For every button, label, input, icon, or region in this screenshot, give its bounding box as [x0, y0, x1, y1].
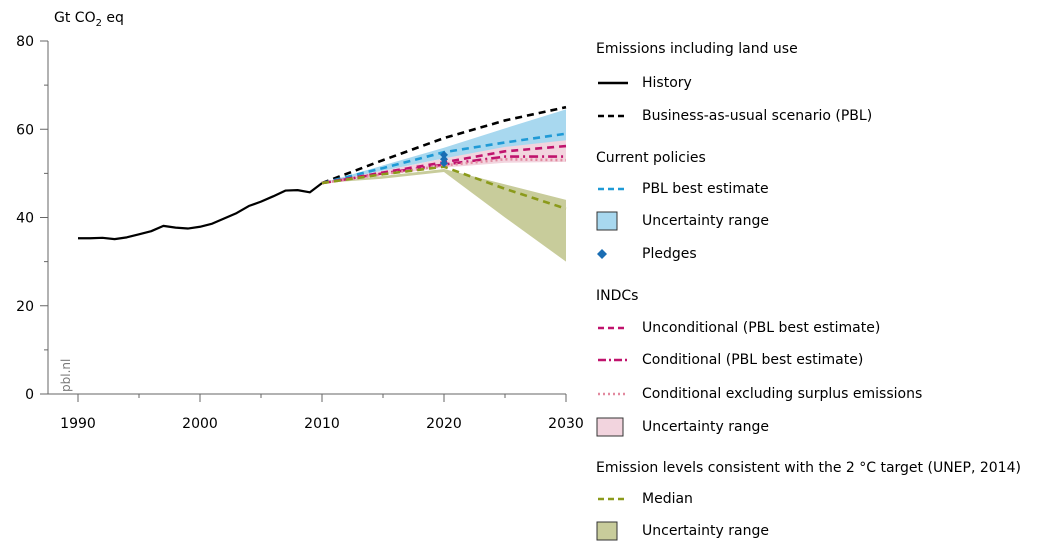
- x-tick-label-2000: 2000: [182, 416, 218, 432]
- target-median-swatch-icon: [596, 489, 630, 509]
- y-axis-title-sub: 2: [96, 18, 102, 29]
- legend-group-target-title: Emission levels consistent with the 2 °C…: [596, 460, 1021, 476]
- axes-layer: 0 20 40 60 80 1990 2000 2010 2020 2030: [16, 34, 584, 432]
- pledges-diamond-icon: [596, 244, 630, 264]
- y-tick-label-80: 80: [16, 34, 34, 50]
- pledge-point-1: [440, 150, 448, 159]
- watermark: pbl.nl: [59, 359, 73, 392]
- legend-label-indc-conditional: Conditional (PBL best estimate): [642, 352, 864, 368]
- y-tick-label-20: 20: [16, 299, 34, 315]
- series-history: [78, 182, 323, 241]
- legend: Emissions including land use History Bus…: [596, 0, 1049, 544]
- x-tick-label-1990: 1990: [60, 416, 96, 432]
- y-tick-label-40: 40: [16, 211, 34, 227]
- legend-group-emissions-title: Emissions including land use: [596, 41, 798, 57]
- pledge-point-3: [440, 159, 448, 168]
- legend-label-cp-best: PBL best estimate: [642, 181, 769, 197]
- cp-best-swatch-icon: [596, 179, 630, 199]
- indc-conditional-swatch-icon: [596, 350, 630, 370]
- legend-item-indc-unconditional: Unconditional (PBL best estimate): [596, 317, 880, 339]
- y-axis-title-main: Gt CO: [54, 10, 96, 26]
- legend-item-pledges: Pledges: [596, 243, 697, 265]
- y-tick-label-0: 0: [25, 387, 34, 403]
- bands-layer: [322, 109, 566, 262]
- legend-item-history: History: [596, 72, 692, 94]
- lines-layer: [78, 105, 567, 241]
- legend-item-indc-conditional: Conditional (PBL best estimate): [596, 349, 863, 371]
- x-tick-label-2030: 2030: [548, 416, 584, 432]
- legend-item-target-median: Median: [596, 488, 693, 510]
- x-tick-label-2010: 2010: [304, 416, 340, 432]
- y-axis-title-tail: eq: [102, 10, 124, 26]
- legend-label-pledges: Pledges: [642, 246, 697, 262]
- x-tick-label-2020: 2020: [426, 416, 462, 432]
- band-2-c-target-uncertainty-range: [322, 168, 566, 262]
- indc-range-swatch-icon: [596, 417, 630, 437]
- legend-group-indcs-title: INDCs: [596, 288, 639, 304]
- legend-label-indc-surplus: Conditional excluding surplus emissions: [642, 386, 923, 402]
- history-swatch-icon: [596, 73, 630, 93]
- legend-label-indc-range: Uncertainty range: [642, 419, 769, 435]
- indc-surplus-swatch-icon: [596, 384, 630, 404]
- legend-item-cp-best: PBL best estimate: [596, 178, 769, 200]
- y-tick-label-60: 60: [16, 122, 34, 138]
- legend-label-target-range: Uncertainty range: [642, 523, 769, 539]
- legend-item-indc-surplus: Conditional excluding surplus emissions: [596, 383, 922, 405]
- cp-range-swatch-icon: [596, 211, 630, 231]
- legend-label-bau: Business-as-usual scenario (PBL): [642, 108, 873, 124]
- target-range-swatch-icon: [596, 521, 630, 541]
- bau-swatch-icon: [596, 106, 630, 126]
- legend-label-target-median: Median: [642, 491, 693, 507]
- legend-item-indc-range: Uncertainty range: [596, 416, 769, 438]
- legend-label-indc-unconditional: Unconditional (PBL best estimate): [642, 320, 881, 336]
- legend-item-cp-range: Uncertainty range: [596, 210, 769, 232]
- legend-label-cp-range: Uncertainty range: [642, 213, 769, 229]
- legend-label-history: History: [642, 75, 692, 91]
- indc-unconditional-swatch-icon: [596, 318, 630, 338]
- legend-group-current-policies-title: Current policies: [596, 150, 706, 166]
- svg-text:Gt CO2 eq: Gt CO2 eq: [54, 10, 124, 29]
- y-axis-title: Gt CO2 eq: [54, 10, 124, 29]
- points-layer: [440, 150, 448, 168]
- legend-item-bau: Business-as-usual scenario (PBL): [596, 105, 872, 127]
- legend-item-target-range: Uncertainty range: [596, 520, 769, 542]
